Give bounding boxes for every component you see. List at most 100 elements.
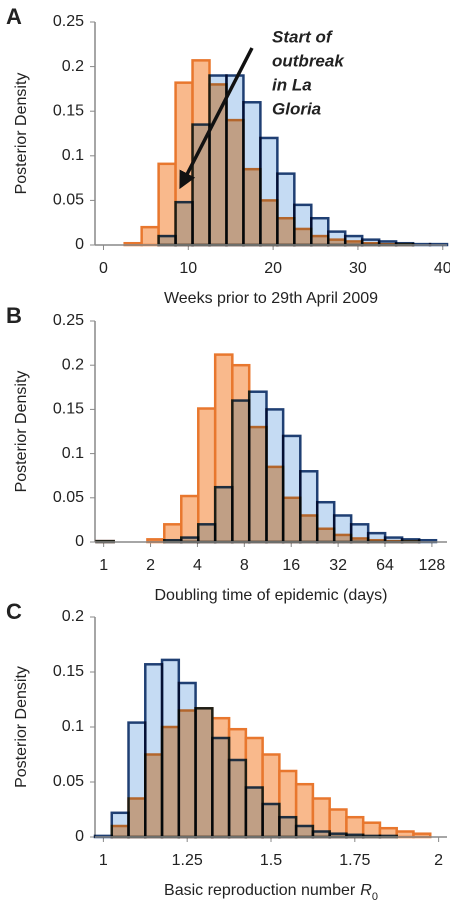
bar	[157, 162, 177, 247]
y-tick-label: 0.15	[53, 663, 84, 680]
annotation: outbreak	[272, 51, 345, 70]
overlay: Start of outbreak in La Gloria	[179, 27, 345, 190]
annotation-arrow	[179, 47, 254, 190]
bar	[110, 811, 130, 839]
panel-label: A	[6, 4, 22, 29]
y-axis-label: Posterior Density	[13, 666, 30, 788]
y-tick-label: 0	[75, 533, 84, 550]
x-tick-label: 10	[179, 260, 197, 277]
bar	[211, 736, 231, 839]
x-axis-label: Basic reproduction number R0	[164, 882, 378, 901]
bar	[332, 514, 353, 544]
bar	[144, 663, 164, 839]
x-tick-label: 30	[349, 260, 367, 277]
bar	[242, 101, 262, 247]
bar	[247, 390, 268, 544]
x-axis-label-part: 0	[372, 891, 378, 901]
bar	[349, 523, 370, 544]
x-tick-label: 2	[434, 852, 443, 869]
x-tick-label: 1	[99, 852, 108, 869]
bar	[315, 500, 336, 544]
plots: A Posterior Density Weeks prior to 29th Ap…	[6, 4, 450, 903]
annotation: Start of	[272, 27, 334, 46]
x-axis-label-part: R	[360, 882, 372, 899]
y-tick-label: 0.2	[62, 58, 84, 75]
x-tick-label: 20	[264, 260, 282, 277]
y-tick-label: 0.05	[53, 489, 84, 506]
bar	[278, 815, 298, 839]
panel-label: B	[6, 303, 22, 328]
bar	[360, 238, 381, 247]
y-tick-label: 0.2	[62, 608, 84, 625]
x-tick-label: 128	[419, 557, 446, 574]
bar	[281, 434, 302, 544]
bar	[231, 399, 251, 544]
bar	[197, 523, 217, 544]
bar	[311, 830, 331, 839]
bar	[174, 200, 194, 247]
bar	[177, 681, 197, 839]
x-tick-label: 0	[99, 260, 108, 277]
x-tick-label: 1	[99, 557, 108, 574]
bar	[225, 74, 245, 247]
y-tick-label: 0.2	[62, 356, 84, 373]
bar	[366, 531, 387, 544]
y-axis-label: Posterior Density	[13, 73, 30, 195]
bar	[265, 408, 285, 544]
x-axis-label: Weeks prior to 29th April 2009	[164, 290, 378, 307]
y-tick-label: 0.1	[62, 147, 84, 164]
x-tick-label: 32	[329, 557, 347, 574]
panel: B Posterior Density Doubling time of epide…	[6, 303, 447, 604]
x-tick-label: 1.25	[172, 852, 203, 869]
bar	[327, 230, 347, 247]
x-axis-label: Doubling time of epidemic (days)	[155, 587, 388, 604]
y-tick-label: 0.05	[53, 773, 84, 790]
y-tick-label: 0.15	[53, 102, 84, 119]
bar	[180, 494, 200, 544]
x-tick-label: 40	[434, 260, 450, 277]
bar	[395, 830, 415, 839]
bar	[213, 485, 234, 544]
bar	[197, 407, 217, 544]
y-tick-label: 0.1	[62, 718, 84, 735]
panel-label: C	[6, 599, 22, 624]
y-tick-label: 0	[75, 236, 84, 253]
bar	[194, 707, 214, 839]
annotation: Gloria	[272, 99, 321, 118]
bar	[276, 172, 296, 247]
annotation: in La	[272, 75, 312, 94]
bar	[259, 136, 279, 247]
x-tick-label: 16	[282, 557, 300, 574]
bar	[127, 721, 147, 839]
bar	[191, 123, 211, 247]
bar	[299, 470, 319, 544]
y-tick-label: 0.25	[53, 312, 84, 329]
y-tick-label: 0.25	[53, 13, 84, 30]
bar	[310, 216, 330, 247]
bar	[157, 234, 177, 247]
x-tick-label: 64	[376, 557, 394, 574]
x-tick-label: 8	[240, 557, 249, 574]
x-tick-label: 1.75	[339, 852, 370, 869]
y-tick-label: 0.15	[53, 401, 84, 418]
x-axis-label-part: Weeks prior to 29th April 2009	[164, 290, 378, 307]
x-axis-label-part: Basic reproduction number	[164, 882, 356, 899]
bar	[140, 225, 160, 247]
y-tick-label: 0.1	[62, 445, 84, 462]
bar	[244, 786, 264, 839]
panel: A Posterior Density Weeks prior to 29th Ap…	[6, 4, 450, 307]
bar	[293, 203, 313, 247]
bar	[227, 758, 248, 839]
bar	[261, 802, 281, 839]
bar	[343, 234, 364, 247]
x-tick-label: 1.5	[260, 852, 282, 869]
x-axis-label-part: Doubling time of epidemic (days)	[155, 587, 388, 604]
bar	[160, 658, 181, 839]
y-axis-label: Posterior Density	[13, 371, 30, 493]
y-tick-label: 0.05	[53, 192, 84, 209]
x-tick-label: 4	[193, 557, 202, 574]
y-tick-label: 0	[75, 828, 84, 845]
x-tick-label: 2	[146, 557, 155, 574]
